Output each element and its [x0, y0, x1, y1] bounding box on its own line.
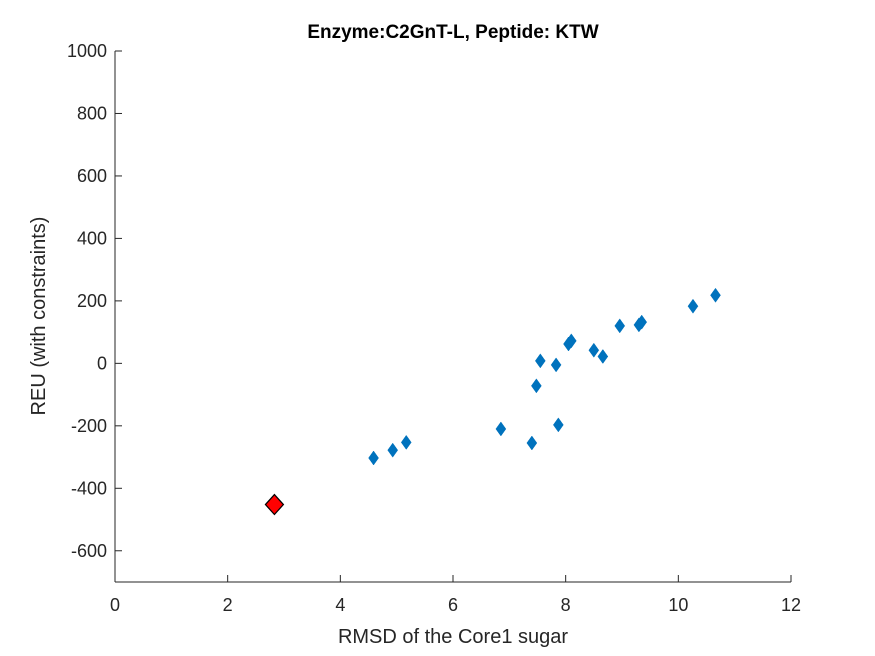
data-point	[710, 287, 721, 303]
x-tick-label: 4	[335, 595, 345, 615]
y-tick-label: 1000	[67, 41, 107, 61]
axes	[114, 51, 791, 583]
x-tick-label: 8	[561, 595, 571, 615]
data-point	[597, 349, 609, 364]
data-point	[531, 378, 542, 394]
data-point	[400, 434, 412, 450]
data-point	[636, 314, 648, 330]
y-tick-label: 800	[77, 103, 107, 123]
x-tick-label: 2	[223, 595, 233, 615]
x-tick-label: 12	[781, 595, 801, 615]
data-point	[588, 342, 600, 358]
data-point	[368, 450, 379, 466]
x-tick-label: 0	[110, 595, 120, 615]
y-tick-label: 0	[97, 353, 107, 373]
data-point	[565, 333, 577, 349]
chart-title: Enzyme:C2GnT-L, Peptide: KTW	[307, 22, 598, 43]
y-tick-label: 200	[77, 291, 107, 311]
data-point	[526, 435, 538, 451]
data-point	[614, 318, 626, 334]
data-point	[553, 417, 564, 433]
highlighted-point	[264, 493, 285, 516]
y-ticks: -600 -400 -200 0 200 400 600 800 1000	[67, 41, 122, 561]
y-axis-label: REU (with constraints)	[28, 217, 50, 416]
y-tick-label: -200	[71, 416, 107, 436]
x-ticks: 0 2 4 6 8 10 12	[110, 575, 801, 615]
data-points	[264, 287, 721, 516]
data-point	[387, 442, 399, 458]
x-tick-label: 6	[448, 595, 458, 615]
data-point	[687, 298, 699, 314]
y-tick-label: 400	[77, 228, 107, 248]
data-point	[495, 421, 507, 437]
x-axis-label: RMSD of the Core1 sugar	[338, 626, 568, 648]
y-tick-label: 600	[77, 166, 107, 186]
data-point	[550, 357, 562, 373]
data-point	[535, 353, 546, 369]
y-tick-label: -400	[71, 478, 107, 498]
y-tick-label: -600	[71, 541, 107, 561]
x-tick-label: 10	[668, 595, 688, 615]
